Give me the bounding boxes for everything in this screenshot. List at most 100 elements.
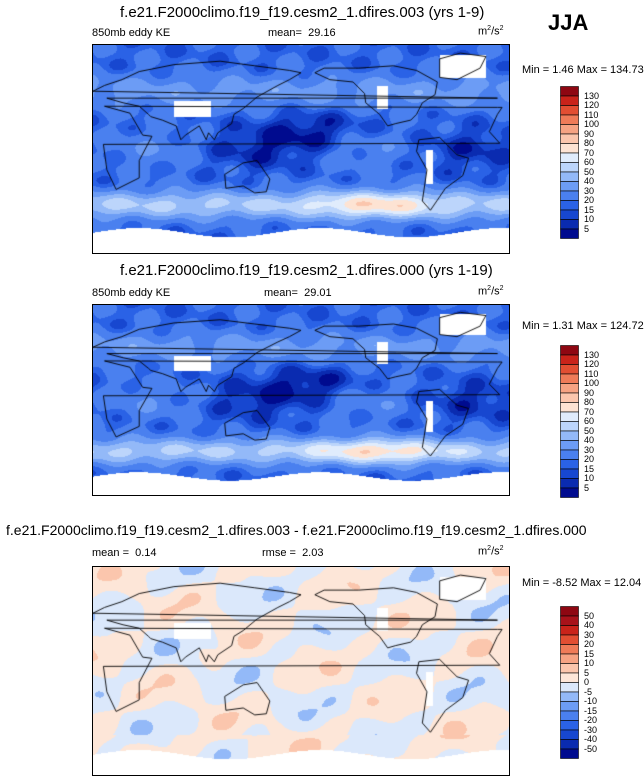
colorbar-swatch bbox=[560, 200, 579, 211]
colorbar-swatch bbox=[560, 143, 579, 154]
colorbar-label: 130 bbox=[584, 349, 600, 360]
panel1-mean: mean= 29.16 bbox=[268, 27, 336, 39]
colorbar-swatch bbox=[560, 105, 579, 116]
colorbar-swatch bbox=[560, 228, 579, 239]
colorbar-label: 80 bbox=[584, 397, 595, 407]
colorbar-label: 60 bbox=[584, 416, 595, 426]
colorbar-label: 100 bbox=[584, 119, 600, 129]
panel3-mean: mean = 0.14 bbox=[92, 547, 157, 559]
colorbar-label: 50 bbox=[584, 425, 595, 436]
colorbar-label: -50 bbox=[584, 743, 598, 754]
panel3-title: f.e21.F2000climo.f19_f19.cesm2_1.dfires.… bbox=[6, 522, 587, 538]
colorbar-swatch bbox=[560, 364, 579, 375]
colorbar-label: 30 bbox=[584, 444, 595, 455]
colorbar-label: 20 bbox=[584, 454, 595, 464]
colorbar-swatch bbox=[560, 190, 579, 201]
colorbar-label: 110 bbox=[584, 109, 599, 120]
colorbar-swatch bbox=[560, 672, 579, 683]
map-field bbox=[93, 305, 509, 495]
colorbar-swatch bbox=[560, 449, 579, 460]
colorbar-swatch bbox=[560, 162, 579, 173]
panel2-map bbox=[92, 304, 510, 496]
colorbar-swatch bbox=[560, 729, 579, 740]
colorbar-swatch bbox=[560, 373, 579, 384]
colorbar-swatch bbox=[560, 181, 579, 192]
colorbar-label: -30 bbox=[584, 724, 598, 735]
colorbar-label: 15 bbox=[584, 204, 595, 215]
colorbar-label: 40 bbox=[584, 435, 595, 445]
colorbar-label: -5 bbox=[584, 686, 593, 697]
panel1-title: f.e21.F2000climo.f19_f19.cesm2_1.dfires.… bbox=[120, 4, 485, 21]
colorbar-swatch bbox=[560, 468, 579, 479]
colorbar-swatch bbox=[560, 114, 579, 125]
colorbar-label: 15 bbox=[584, 463, 595, 474]
colorbar-swatch bbox=[560, 345, 579, 356]
panel3-minmax: Min = -8.52 Max = 12.04 bbox=[522, 577, 642, 589]
colorbar-swatch bbox=[560, 133, 579, 144]
colorbar-swatch bbox=[560, 392, 579, 403]
panel1-units: m2/s2 bbox=[478, 25, 504, 38]
colorbar-swatch bbox=[560, 606, 579, 617]
colorbar-label: 110 bbox=[584, 368, 599, 379]
colorbar-swatch bbox=[560, 171, 579, 182]
colorbar-swatch bbox=[560, 748, 579, 759]
panel1-map bbox=[92, 44, 510, 254]
colorbar-swatch bbox=[560, 383, 579, 394]
colorbar-label: 50 bbox=[584, 610, 595, 621]
colorbar-label: 80 bbox=[584, 138, 595, 148]
colorbar-label: 0 bbox=[584, 677, 590, 687]
colorbar-label: 70 bbox=[584, 147, 595, 158]
colorbar-label: 30 bbox=[584, 629, 595, 640]
colorbar-swatch bbox=[560, 739, 579, 750]
colorbar-swatch bbox=[560, 720, 579, 731]
colorbar-label: 70 bbox=[584, 406, 595, 417]
map-field bbox=[93, 45, 509, 253]
colorbar-label: 60 bbox=[584, 157, 595, 167]
colorbar-label: 5 bbox=[584, 667, 590, 678]
colorbar-swatch bbox=[560, 625, 579, 636]
colorbar-swatch bbox=[560, 411, 579, 422]
colorbar-swatch bbox=[560, 487, 579, 498]
colorbar-swatch bbox=[560, 644, 579, 655]
colorbar-swatch bbox=[560, 95, 579, 106]
panel2-mean: mean= 29.01 bbox=[264, 287, 332, 299]
colorbar-swatch bbox=[560, 701, 579, 712]
colorbar-swatch bbox=[560, 634, 579, 645]
colorbar-label: 5 bbox=[584, 223, 590, 234]
colorbar-label: 40 bbox=[584, 176, 595, 186]
panel2-title: f.e21.F2000climo.f19_f19.cesm2_1.dfires.… bbox=[120, 262, 493, 279]
colorbar-swatch bbox=[560, 354, 579, 365]
colorbar-swatch bbox=[560, 124, 579, 135]
panel3-rmse: rmse = 2.03 bbox=[262, 547, 324, 559]
colorbar-label: 50 bbox=[584, 166, 595, 177]
colorbar-swatch bbox=[560, 710, 579, 721]
colorbar-label: -20 bbox=[584, 715, 598, 725]
panel1-minmax: Min = 1.46 Max = 134.73 bbox=[522, 64, 644, 76]
colorbar-swatch bbox=[560, 152, 579, 163]
colorbar-swatch bbox=[560, 478, 579, 489]
colorbar-swatch bbox=[560, 421, 579, 432]
colorbar-swatch bbox=[560, 430, 579, 441]
colorbar-label: 30 bbox=[584, 185, 595, 196]
colorbar-swatch bbox=[560, 653, 579, 664]
map-field bbox=[93, 567, 509, 775]
colorbar-swatch bbox=[560, 440, 579, 451]
colorbar-swatch bbox=[560, 209, 579, 220]
colorbar-swatch bbox=[560, 86, 579, 97]
colorbar-label: -40 bbox=[584, 734, 598, 744]
colorbar-label: 100 bbox=[584, 378, 600, 388]
colorbar-swatch bbox=[560, 615, 579, 626]
panel1-variable: 850mb eddy KE bbox=[92, 27, 171, 39]
panel3-units: m2/s2 bbox=[478, 545, 504, 558]
panel2-units: m2/s2 bbox=[478, 285, 504, 298]
colorbar-label: 5 bbox=[584, 482, 590, 493]
colorbar-swatch bbox=[560, 219, 579, 230]
colorbar-label: -15 bbox=[584, 705, 598, 716]
season-label: JJA bbox=[548, 10, 589, 35]
colorbar-label: 10 bbox=[584, 658, 595, 668]
colorbar-label: 120 bbox=[584, 100, 600, 110]
panel3-map bbox=[92, 566, 510, 776]
panel2-variable: 850mb eddy KE bbox=[92, 287, 171, 299]
colorbar-label: 130 bbox=[584, 90, 600, 101]
colorbar-label: 120 bbox=[584, 359, 600, 369]
